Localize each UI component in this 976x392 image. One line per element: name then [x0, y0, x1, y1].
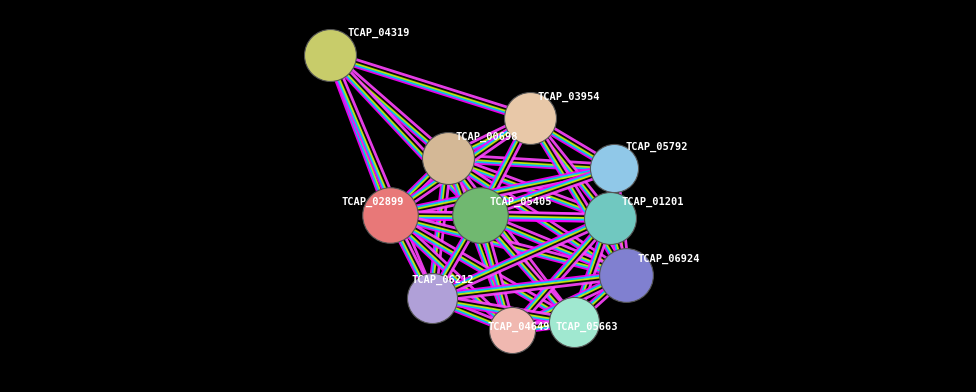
Text: TCAP_00698: TCAP_00698 [455, 132, 517, 142]
Point [618, 272, 633, 278]
Text: TCAP_05405: TCAP_05405 [490, 197, 552, 207]
Point [383, 212, 398, 218]
Text: TCAP_04649: TCAP_04649 [487, 322, 549, 332]
Point [440, 155, 456, 161]
Point [425, 295, 440, 301]
Point [602, 215, 618, 221]
Text: TCAP_06924: TCAP_06924 [638, 254, 701, 264]
Text: TCAP_05792: TCAP_05792 [625, 142, 687, 152]
Point [606, 165, 622, 171]
Point [566, 319, 582, 325]
Point [505, 327, 520, 333]
Text: TCAP_06212: TCAP_06212 [412, 275, 474, 285]
Point [472, 212, 488, 218]
Text: TCAP_05663: TCAP_05663 [556, 322, 619, 332]
Point [322, 52, 338, 58]
Point [522, 115, 538, 121]
Text: TCAP_01201: TCAP_01201 [622, 197, 684, 207]
Text: TCAP_02899: TCAP_02899 [342, 197, 404, 207]
Text: TCAP_03954: TCAP_03954 [538, 92, 600, 102]
Text: TCAP_04319: TCAP_04319 [348, 28, 411, 38]
